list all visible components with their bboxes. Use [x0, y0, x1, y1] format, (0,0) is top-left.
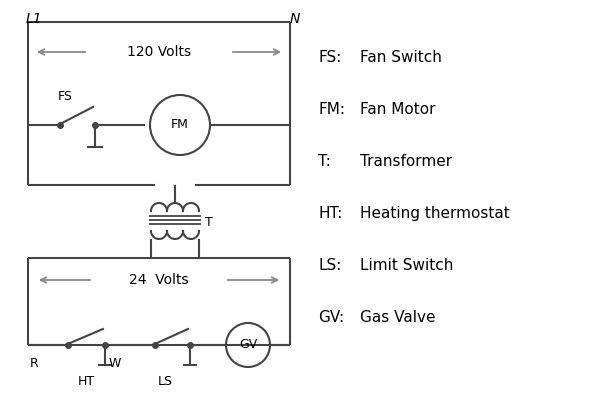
Text: R: R	[30, 357, 39, 370]
Text: GV:: GV:	[318, 310, 344, 325]
Text: T:: T:	[318, 154, 331, 169]
Text: Limit Switch: Limit Switch	[360, 258, 453, 273]
Text: Gas Valve: Gas Valve	[360, 310, 435, 325]
Text: Fan Switch: Fan Switch	[360, 50, 442, 65]
Text: LS: LS	[158, 375, 172, 388]
Text: FS:: FS:	[318, 50, 342, 65]
Text: W: W	[109, 357, 122, 370]
Text: FS: FS	[58, 90, 73, 103]
Text: L1: L1	[26, 12, 42, 26]
Text: GV: GV	[239, 338, 257, 352]
Text: T: T	[205, 216, 213, 230]
Text: Heating thermostat: Heating thermostat	[360, 206, 510, 221]
Text: Transformer: Transformer	[360, 154, 452, 169]
Text: N: N	[290, 12, 300, 26]
Text: FM: FM	[171, 118, 189, 132]
Text: HT:: HT:	[318, 206, 342, 221]
Text: 120 Volts: 120 Volts	[127, 45, 191, 59]
Text: 24  Volts: 24 Volts	[129, 273, 189, 287]
Text: FM:: FM:	[318, 102, 345, 117]
Text: Fan Motor: Fan Motor	[360, 102, 435, 117]
Text: HT: HT	[78, 375, 95, 388]
Text: LS:: LS:	[318, 258, 342, 273]
